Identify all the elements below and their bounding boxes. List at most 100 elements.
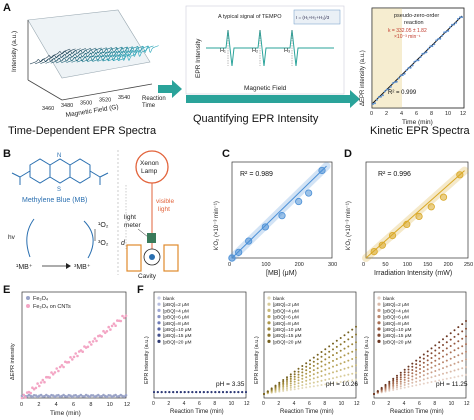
mb-nitrogen: N [57,153,61,159]
f-data-point [355,378,357,381]
f-data-point [245,391,247,394]
f-ylabel: EPR Intensity (a.u.) [364,336,370,384]
f-data-point [399,382,402,385]
f-data-point [430,357,433,359]
kinetic-point [441,34,444,37]
kinetic-point [431,45,434,48]
e-data-point [81,350,84,353]
d-data-point [370,248,378,256]
f-data-point [339,362,342,365]
f-data-point [286,378,288,381]
f-data-point [309,374,311,377]
kinetic-point [451,23,454,26]
f-data-point [332,354,334,357]
f-data-point [411,385,414,387]
f-data-point [305,383,308,386]
f-data-point [282,382,285,385]
e-data-point [107,325,110,329]
o2-singlet: ¹O₂ [98,222,109,229]
panel-d-letter: D [344,148,352,160]
epr-inset-ylabel: EPR Intensity [195,38,202,78]
f-data-point [396,380,398,383]
kinetic-point [423,52,426,55]
kinetic-point [447,29,450,32]
f-xtick-label: 8 [213,401,216,407]
f-xtick-label: 4 [183,401,186,407]
f-data-point [396,386,398,389]
f-data-point [399,376,402,379]
f-data-point [293,388,296,391]
kinetic-point [401,74,404,77]
mb-sulfur: S [57,187,61,193]
f-data-point [415,366,418,369]
f-xtick-label: 4 [293,401,296,407]
c-fit-line [231,165,327,259]
f-data-point [407,385,410,388]
e-data-point [123,316,126,320]
c-data-point [278,212,286,220]
kinetic-xtick-label: 2 [385,111,388,117]
f-data-point [438,379,441,382]
f-data-point [324,363,327,366]
f-legend-marker [157,302,161,306]
f-legend-marker [157,333,161,337]
f-legend-label: [pBQ]=10 μM [383,327,412,333]
f-data-point [328,350,331,353]
e-data-point [60,364,64,367]
energy-transfer-arrow [83,220,94,259]
e-data-point [43,380,46,384]
e-xtick-label: 6 [72,402,75,408]
f-data-point [316,358,319,361]
f-data-point [403,371,406,374]
spectra-xtick-label: 3480 [61,103,73,109]
e-legend-marker [26,304,30,308]
kinetic-xtick-label: 12 [460,111,466,117]
kinetic-xtick-label: 6 [415,111,418,117]
kinetic-point [399,74,402,77]
f-data-point [438,341,441,344]
f-data-point [293,380,296,383]
f-data-point [419,379,421,382]
panel-c-r2: R² = 0.989 [240,171,273,178]
lamp-label-1: Xenon [140,160,159,167]
f-data-point [328,382,331,385]
kinetic-k-2: ×10⁻³ min⁻¹ [394,34,421,40]
f-data-point [392,381,395,383]
f-legend-label: [pBQ]=4 μM [163,308,189,314]
spectrum-trace [118,45,159,61]
f-data-point [442,378,444,381]
f-data-point [449,357,452,360]
e-data-point [90,343,93,346]
panel-e-ylabel: ΔEPR intensity [10,343,16,380]
e-data-point [62,365,65,369]
panel-f-letter: F [137,284,144,296]
f-subplot: blank[pBQ]=2 μM[pBQ]=4 μM[pBQ]=6 μM[pBQ]… [144,291,250,415]
f-data-point [411,365,414,368]
spectra-3d-plot [27,9,159,101]
epr-peak-h3: H₃ [284,48,290,54]
e-data-point [32,387,36,391]
f-xtick-label: 6 [418,401,421,407]
panel-d-chart: 0 50 100 150 200 250 R² = 0.996 Irradiation I… [346,161,473,277]
c-data-point [261,223,269,231]
kinetic-xtick-label: 0 [370,111,373,117]
f-data-point [434,349,437,352]
f-data-point [415,370,418,373]
f-data-point [320,370,323,373]
f-legend-label: [pBQ]=8 μM [273,321,299,327]
f-subplot-frame [153,291,247,399]
f-data-point [328,378,331,380]
f-data-point [332,359,334,362]
f-data-point [457,347,460,350]
f-data-point [438,374,441,376]
f-legend-marker [377,302,381,306]
panel-c-chart: 0 100 200 300 R² = 0.989 [MB] (μM) k’O₂ (×1… [214,161,337,277]
kinetic-point [459,16,461,19]
f-data-point [312,369,315,372]
e-data-point [50,371,53,374]
f-data-point [426,372,429,375]
cavity-left [126,244,142,272]
f-data-point [351,343,354,346]
spectra-ylabel-2: Time [142,103,156,109]
f-data-point [309,367,311,370]
